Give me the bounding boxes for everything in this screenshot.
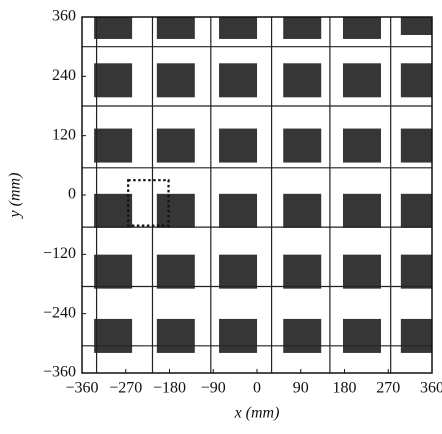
point-cluster	[219, 318, 258, 353]
x-tick-label: 180	[333, 380, 357, 397]
x-tick-label: 0	[253, 380, 261, 397]
x-axis-label: x (mm)	[234, 405, 280, 422]
point-cluster	[219, 128, 258, 163]
point-cluster	[343, 254, 381, 289]
point-cluster	[283, 63, 322, 98]
point-cluster	[283, 193, 322, 228]
y-axis-label: y (mm)	[7, 173, 24, 220]
x-tick-label: 90	[293, 380, 309, 397]
point-cluster	[219, 63, 258, 98]
x-tick-label: −360	[65, 380, 98, 397]
point-cluster	[156, 128, 195, 163]
x-tick-label: −270	[109, 380, 142, 397]
x-tick-label: 270	[376, 380, 400, 397]
plot-area	[82, 17, 432, 373]
point-cluster	[343, 128, 381, 163]
point-cluster	[400, 254, 432, 289]
point-cluster	[94, 254, 133, 289]
point-cluster	[283, 17, 322, 39]
y-tick-label: 240	[52, 67, 76, 84]
point-cluster	[400, 193, 432, 228]
point-cluster	[219, 254, 258, 289]
y-tick-label: 120	[52, 126, 76, 143]
point-cluster	[400, 63, 432, 98]
point-cluster	[156, 254, 195, 289]
point-cluster	[156, 318, 195, 353]
y-tick-label: −360	[43, 364, 76, 381]
point-cluster	[343, 17, 381, 39]
point-cluster	[94, 63, 133, 98]
y-tick-label: 0	[68, 186, 76, 203]
point-cluster	[219, 17, 258, 39]
point-cluster	[94, 193, 133, 228]
point-cluster	[343, 63, 381, 98]
point-cluster	[343, 318, 381, 353]
point-cluster	[343, 193, 381, 228]
point-cluster	[94, 128, 133, 163]
x-tick-label: −90	[201, 380, 226, 397]
point-cluster	[219, 193, 258, 228]
point-cluster	[156, 193, 195, 228]
point-cluster	[94, 17, 133, 39]
x-tick-label: 360	[420, 380, 442, 397]
y-tick-label: 360	[52, 8, 76, 25]
point-cluster	[283, 318, 322, 353]
point-cluster	[400, 318, 432, 353]
point-cluster	[283, 254, 322, 289]
highlight-box	[127, 179, 170, 227]
y-tick-label: −240	[43, 304, 76, 321]
point-cluster	[94, 318, 133, 353]
point-cluster	[283, 128, 322, 163]
y-tick-label: −120	[43, 245, 76, 262]
x-tick-label: −180	[153, 380, 186, 397]
point-cluster	[156, 17, 195, 39]
point-cluster	[156, 63, 195, 98]
point-cluster	[400, 17, 432, 35]
point-cluster	[400, 128, 432, 163]
